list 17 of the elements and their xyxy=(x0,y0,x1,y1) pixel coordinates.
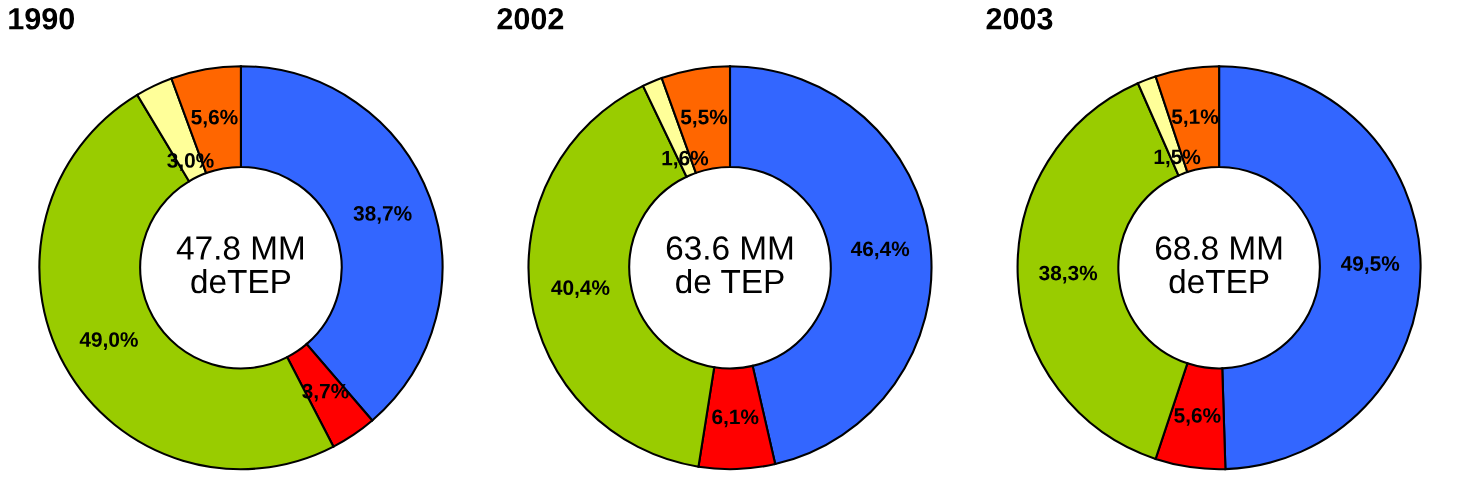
data-label: 49,0% xyxy=(79,332,138,350)
data-label: 40,4% xyxy=(551,280,610,299)
data-label: 46,4% xyxy=(850,241,910,260)
text: 47.8 MM deTEP xyxy=(176,236,303,294)
data-label: 49,5% xyxy=(1340,256,1400,274)
chart-title: 2002 xyxy=(497,7,564,30)
data-label: 5,6% xyxy=(191,109,238,128)
data-label: 6,1% xyxy=(712,409,759,428)
data-label: 5,5% xyxy=(680,109,728,128)
chart-title: 2003 xyxy=(986,7,1053,30)
data-label: 38,7% xyxy=(353,205,412,224)
chart-title: 1990 xyxy=(9,7,75,30)
data-label: 5,6% xyxy=(1174,408,1221,426)
text: 63.6 MM de TEP xyxy=(666,236,793,294)
data-label: 38,3% xyxy=(1039,265,1098,284)
data-label: 5,1% xyxy=(1171,109,1219,128)
text: 68.8 MM deTEP xyxy=(1155,236,1282,294)
